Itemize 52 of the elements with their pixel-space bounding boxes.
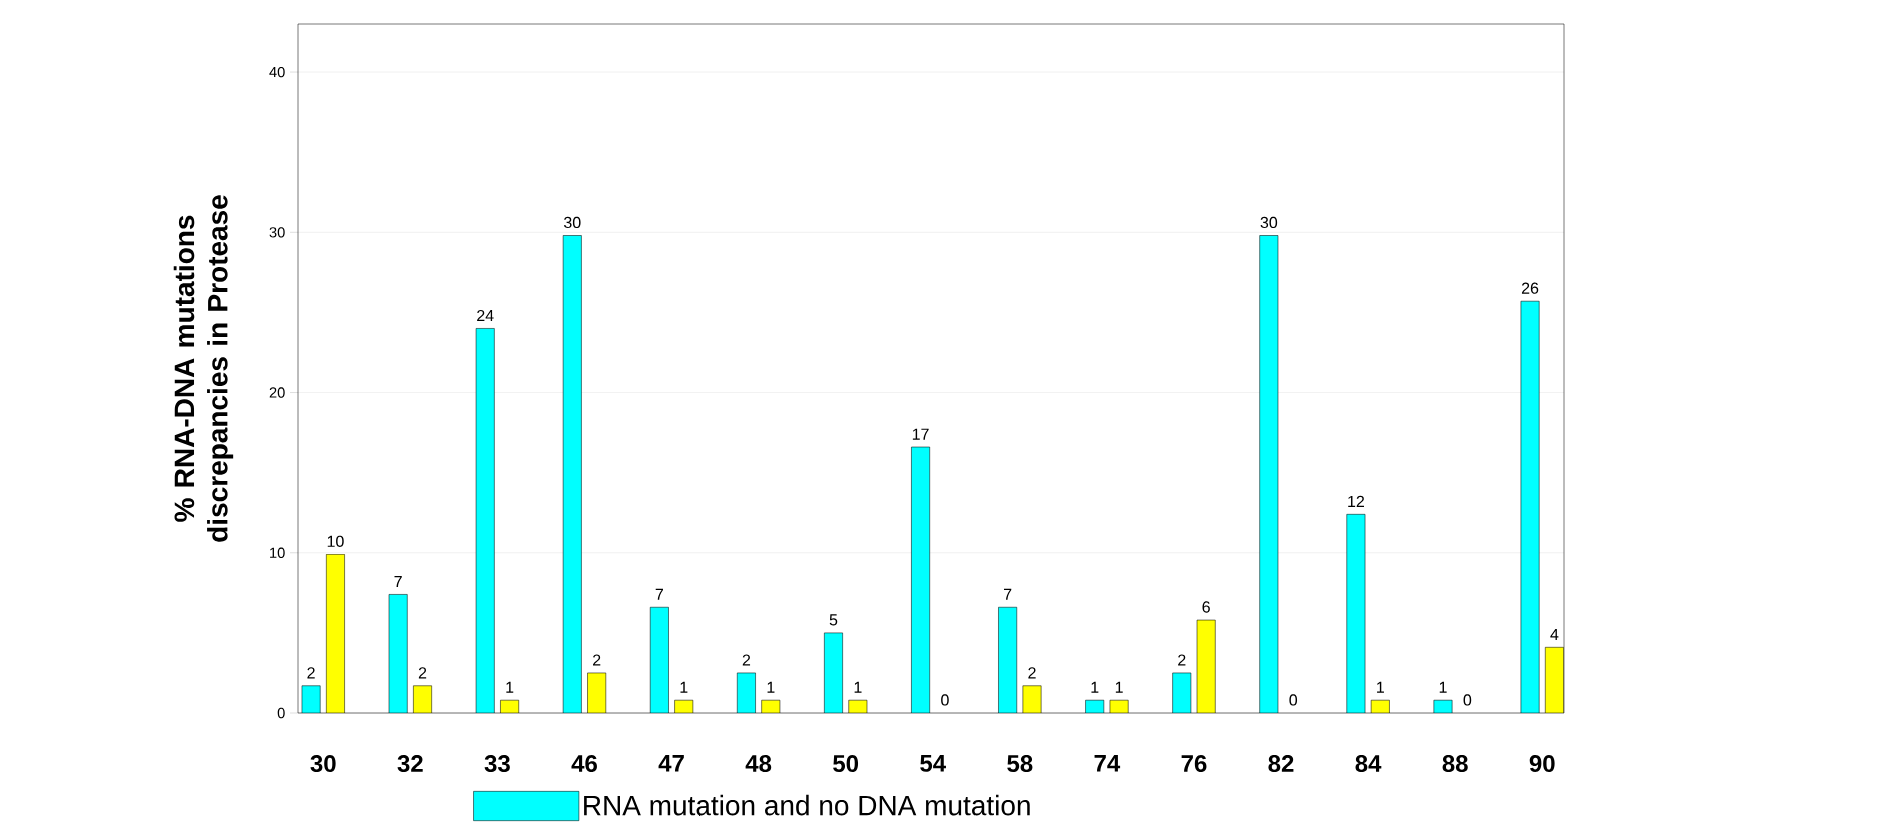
y-tick-label: 20 — [269, 387, 285, 398]
data-label: 7 — [394, 576, 402, 588]
y-tick-label: 0 — [277, 707, 285, 719]
data-label: 1 — [1439, 681, 1447, 693]
data-label: 1 — [506, 681, 514, 693]
x-tick-label: 50 — [833, 755, 859, 773]
data-label: 1 — [1115, 681, 1123, 693]
legend-label: RNA mutation and no DNA mutation — [584, 794, 1030, 816]
data-label: 17 — [912, 428, 929, 440]
data-label: 24 — [477, 309, 494, 322]
data-label: 1 — [854, 681, 862, 693]
y-tick-label: 30 — [269, 227, 285, 238]
data-label: 2 — [1178, 654, 1186, 666]
data-label: 4 — [1550, 628, 1559, 640]
data-label: 1 — [1377, 681, 1384, 693]
data-label: 1 — [767, 681, 775, 693]
x-tick-label: 74 — [1094, 755, 1121, 772]
data-label: 0 — [1289, 694, 1298, 706]
data-label: 1 — [1091, 681, 1099, 693]
x-tick-label: 32 — [397, 755, 423, 773]
y-tick-label: 10 — [270, 547, 285, 558]
data-label: 2 — [742, 654, 751, 666]
data-label: 1 — [680, 681, 688, 693]
x-tick-label: 76 — [1181, 755, 1207, 773]
data-label: 26 — [1521, 282, 1539, 294]
data-label: 2 — [593, 654, 601, 666]
data-label: 2 — [307, 667, 315, 679]
x-tick-label: 47 — [658, 755, 684, 772]
x-tick-label: 84 — [1355, 755, 1382, 773]
data-label: 6 — [1202, 601, 1210, 613]
data-label: 7 — [1004, 588, 1012, 600]
data-label: 5 — [829, 614, 838, 626]
x-tick-label: 33 — [484, 755, 510, 773]
x-tick-label: 48 — [745, 755, 772, 773]
x-tick-label: 90 — [1529, 755, 1555, 773]
data-label: 7 — [655, 588, 663, 600]
data-label: 10 — [327, 535, 344, 547]
x-tick-label: 82 — [1268, 755, 1294, 773]
x-tick-label: 58 — [1007, 755, 1033, 773]
x-tick-label: 88 — [1442, 755, 1468, 773]
data-label: 0 — [1463, 694, 1472, 706]
x-tick-label: 54 — [920, 755, 946, 772]
data-label: 30 — [1260, 216, 1278, 229]
data-label: 12 — [1348, 495, 1364, 507]
data-label: 0 — [941, 694, 949, 706]
x-tick-label: 46 — [571, 755, 597, 773]
y-tick-label: 40 — [269, 66, 285, 78]
y-axis-title: % RNA-DNA mutations discrepancies in Protease — [173, 195, 234, 542]
data-label: 30 — [563, 216, 581, 229]
data-label: 2 — [418, 667, 427, 679]
x-tick-label: 30 — [310, 755, 336, 773]
data-label: 2 — [1028, 667, 1036, 679]
